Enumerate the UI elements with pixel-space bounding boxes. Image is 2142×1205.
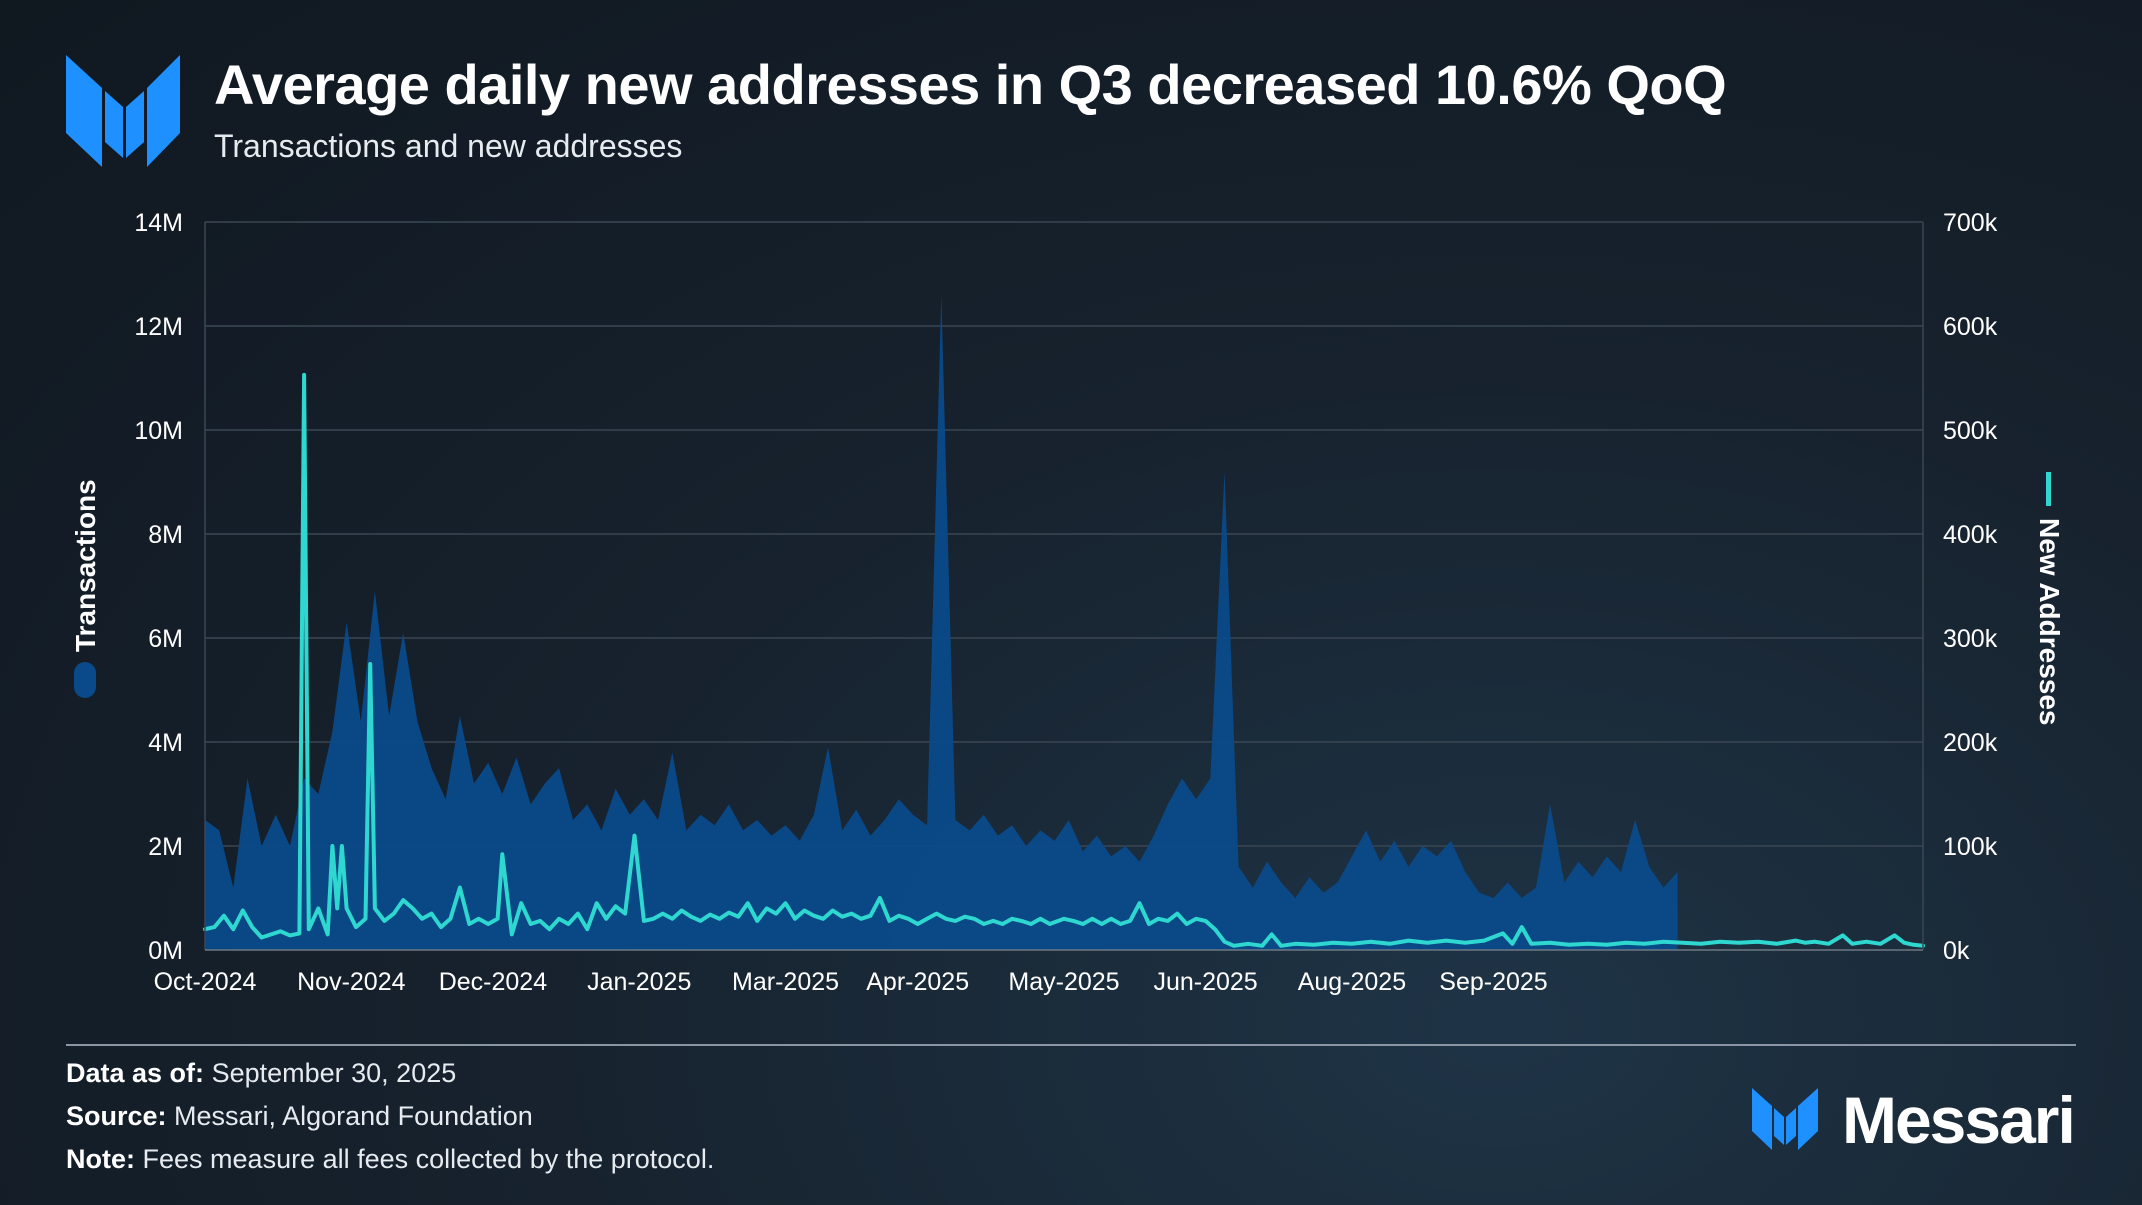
footer-divider-right — [1076, 1044, 2076, 1046]
x-tick-label: Sep-2025 — [1439, 968, 1547, 996]
right-axis-title: New Addresses — [2034, 518, 2065, 726]
chart-subtitle: Transactions and new addresses — [214, 128, 683, 164]
new-addresses-legend-swatch — [2046, 472, 2051, 506]
right-axis-ticks: 0k 100k 200k 300k 400k 500k 600k 700k — [1943, 209, 1998, 965]
x-tick-label: Jan-2025 — [587, 968, 691, 996]
source-value: Messari, Algorand Foundation — [174, 1101, 533, 1131]
left-axis-title: Transactions — [70, 479, 101, 652]
messari-logo-icon — [66, 55, 180, 167]
left-tick-label: 10M — [134, 417, 183, 445]
right-tick-label: 600k — [1943, 313, 1998, 341]
chart-title: Average daily new addresses in Q3 decrea… — [214, 53, 1727, 116]
footer-source: Source: Messari, Algorand Foundation — [66, 1101, 533, 1132]
left-tick-label: 12M — [134, 313, 183, 341]
left-tick-label: 6M — [148, 625, 183, 653]
left-tick-label: 2M — [148, 833, 183, 861]
x-tick-label: Mar-2025 — [732, 968, 839, 996]
plot-frame — [204, 222, 1924, 951]
data-as-of-value: September 30, 2025 — [211, 1058, 457, 1088]
right-tick-label: 700k — [1943, 209, 1998, 237]
left-tick-label: 4M — [148, 729, 183, 757]
note-label: Note: — [66, 1144, 135, 1174]
grid-lines — [205, 221, 1923, 847]
x-tick-label: Oct-2024 — [154, 968, 257, 996]
left-tick-label: 0M — [148, 937, 183, 965]
right-tick-label: 500k — [1943, 417, 1998, 445]
x-tick-label: Dec-2024 — [439, 968, 547, 996]
left-axis-ticks: 0M 2M 4M 6M 8M 10M 12M 14M — [134, 209, 183, 965]
right-axis-legend: New Addresses — [2034, 472, 2065, 726]
brand-wordmark: Messari — [1842, 1083, 2076, 1157]
messari-brand-icon — [1752, 1088, 1818, 1150]
x-tick-label: May-2025 — [1008, 968, 1119, 996]
new-addresses-line — [203, 372, 1925, 948]
x-tick-label: Aug-2025 — [1298, 968, 1406, 996]
footer-data-as-of: Data as of: September 30, 2025 — [66, 1058, 456, 1089]
right-tick-label: 300k — [1943, 625, 1998, 653]
right-tick-label: 0k — [1943, 937, 1970, 965]
x-tick-label: Apr-2025 — [866, 968, 969, 996]
transactions-area — [205, 294, 1678, 950]
x-axis-ticks: Oct-2024 Nov-2024 Dec-2024 Jan-2025 Mar-2025… — [154, 968, 1548, 996]
transactions-new-addresses-chart: 0M 2M 4M 6M 8M 10M 12M 14M 0k 100k 200k 300k 400k 50… — [70, 209, 2065, 996]
footer-note: Note: Fees measure all fees collected by… — [66, 1144, 714, 1175]
source-label: Source: — [66, 1101, 167, 1131]
left-axis-legend: Transactions — [70, 479, 101, 698]
data-as-of-label: Data as of: — [66, 1058, 205, 1088]
new-addresses-line-series — [203, 372, 1925, 948]
note-value: Fees measure all fees collected by the p… — [142, 1144, 715, 1174]
footer-divider — [66, 1044, 1076, 1046]
transactions-legend-swatch — [74, 662, 96, 698]
right-tick-label: 100k — [1943, 833, 1998, 861]
right-tick-label: 200k — [1943, 729, 1998, 757]
left-tick-label: 14M — [134, 209, 183, 237]
right-tick-label: 400k — [1943, 521, 1998, 549]
x-tick-label: Jun-2025 — [1153, 968, 1257, 996]
x-tick-label: Nov-2024 — [297, 968, 405, 996]
transactions-area-series — [205, 294, 1678, 950]
left-tick-label: 8M — [148, 521, 183, 549]
